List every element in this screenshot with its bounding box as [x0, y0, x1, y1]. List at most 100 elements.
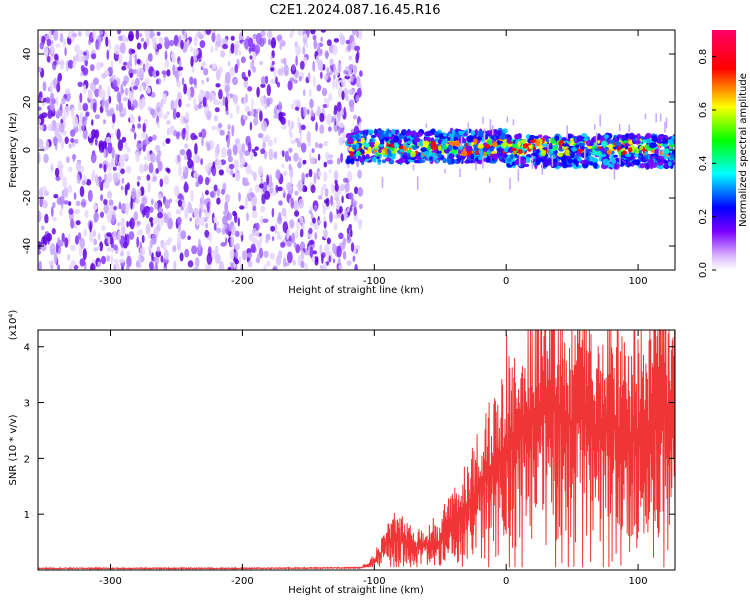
spectrogram-cell	[317, 195, 323, 200]
spectrogram-band-cell	[537, 134, 543, 138]
spectrogram-cell	[187, 235, 191, 241]
spectrogram-cell	[232, 173, 235, 178]
spectrogram-cell	[245, 93, 248, 104]
spectrogram-band-cell	[443, 133, 447, 137]
spectrogram-cell	[254, 44, 260, 55]
spectrogram-cell	[197, 104, 203, 109]
spectrogram-band-cell	[568, 135, 572, 139]
spectrogram-cell	[101, 255, 106, 265]
spectrogram-cell	[333, 124, 338, 133]
spectrogram-cell	[214, 99, 221, 106]
spectrogram-band-cell	[418, 140, 424, 147]
spectrogram-band-cell	[503, 148, 509, 153]
spectrogram-cell	[216, 33, 222, 46]
spectrogram-cell	[201, 91, 206, 97]
spectrogram-cell	[55, 43, 61, 48]
spectrogram-band-cell	[506, 137, 511, 144]
spectrogram-cell	[142, 144, 146, 152]
spectrogram-cell	[245, 164, 252, 175]
spectrogram-cell	[119, 42, 126, 54]
spectrogram-band-cell	[409, 130, 416, 136]
spectrogram-cell	[219, 129, 225, 136]
spectrogram-cell	[303, 33, 308, 39]
spectrogram-cell	[259, 96, 265, 104]
spectrogram-cell	[187, 201, 193, 213]
spectrogram-streak	[595, 132, 598, 147]
spectrogram-band-cell	[535, 158, 541, 166]
spectrogram-cell	[130, 115, 135, 125]
spectrogram-cell	[201, 191, 204, 204]
spectrogram-cell	[138, 115, 141, 123]
spectrogram-cell	[149, 261, 154, 270]
spectrogram-cell	[328, 93, 333, 102]
spectrogram-cell	[239, 205, 245, 210]
spectrogram-band-cell	[639, 145, 643, 150]
spectrogram-cell	[168, 198, 173, 204]
spectrogram-band-cell	[387, 148, 391, 155]
spectrogram-cell	[359, 203, 363, 210]
spectrogram-cell	[197, 174, 204, 185]
spectrogram-cell	[181, 77, 185, 86]
spectrogram-cell	[316, 42, 320, 50]
spectrogram-cell	[305, 173, 309, 178]
spectrogram-band-cell	[520, 139, 527, 144]
spectrogram-cell	[262, 137, 268, 143]
spectrogram-cell	[252, 66, 256, 73]
spectrogram-cell	[336, 101, 342, 112]
spectrogram-cell	[70, 218, 75, 229]
spectrogram-band-cell	[635, 160, 641, 165]
spectrogram-cell	[128, 30, 134, 42]
spectrogram-cell	[266, 97, 271, 108]
spectrogram-cell	[138, 254, 142, 265]
spectrogram-streak	[662, 149, 664, 154]
spectrogram-cell	[319, 112, 325, 123]
spectrogram-band-cell	[489, 147, 494, 152]
spectrogram-cell	[175, 209, 180, 215]
spectrogram-cell	[149, 108, 155, 116]
spectrogram-streak	[475, 161, 477, 171]
spectrogram-cell	[99, 30, 104, 36]
spectrogram-cell	[352, 200, 357, 208]
spectrogram-cell	[135, 151, 140, 163]
spectrogram-cell	[249, 55, 253, 60]
spectrogram-cell	[116, 104, 119, 112]
spectrogram-cell	[38, 139, 44, 150]
spectrogram-cell	[104, 173, 107, 182]
spectrogram-cell	[57, 74, 61, 85]
spectrogram-cell	[328, 255, 331, 263]
spectrogram-cell	[200, 128, 207, 139]
spectrogram-band-cell	[608, 163, 613, 168]
spectrogram-cell	[111, 158, 115, 168]
spectrogram-streak	[551, 155, 554, 167]
spectrogram-cell	[106, 232, 112, 237]
spectrogram-cell	[194, 104, 199, 112]
spectrogram-cell	[139, 246, 146, 257]
spectrogram-cell	[141, 96, 145, 107]
spectrogram-cell	[346, 260, 352, 266]
spectrogram-cell	[106, 255, 111, 262]
spectrogram-band-cell	[496, 147, 504, 153]
spectrogram-cell	[255, 222, 260, 231]
spectrogram-cell	[170, 99, 175, 111]
spectrogram-cell	[281, 124, 287, 130]
spectrogram-cell	[162, 93, 168, 104]
spectrogram-cell	[297, 180, 304, 192]
spectrogram-cell	[261, 120, 268, 132]
spectrogram-cell	[180, 115, 185, 125]
spectrogram-cell	[141, 197, 147, 206]
spectrogram-cell	[304, 263, 308, 270]
spectrogram-cell	[335, 115, 339, 127]
spectrogram-cell	[184, 248, 190, 258]
spectrogram-cell	[187, 87, 191, 98]
spectrogram-cell	[289, 132, 294, 139]
spectrogram-cell	[224, 71, 231, 84]
spectrogram-cell	[256, 86, 260, 98]
spectrogram-cell	[131, 187, 137, 200]
spectrogram-cell	[167, 217, 174, 230]
spectrogram-cell	[143, 163, 149, 172]
spectrogram-band-cell	[475, 151, 479, 156]
spectrogram-cell	[133, 85, 138, 90]
spectrogram-cell	[67, 233, 71, 244]
spectrogram-band-cell	[603, 134, 610, 139]
